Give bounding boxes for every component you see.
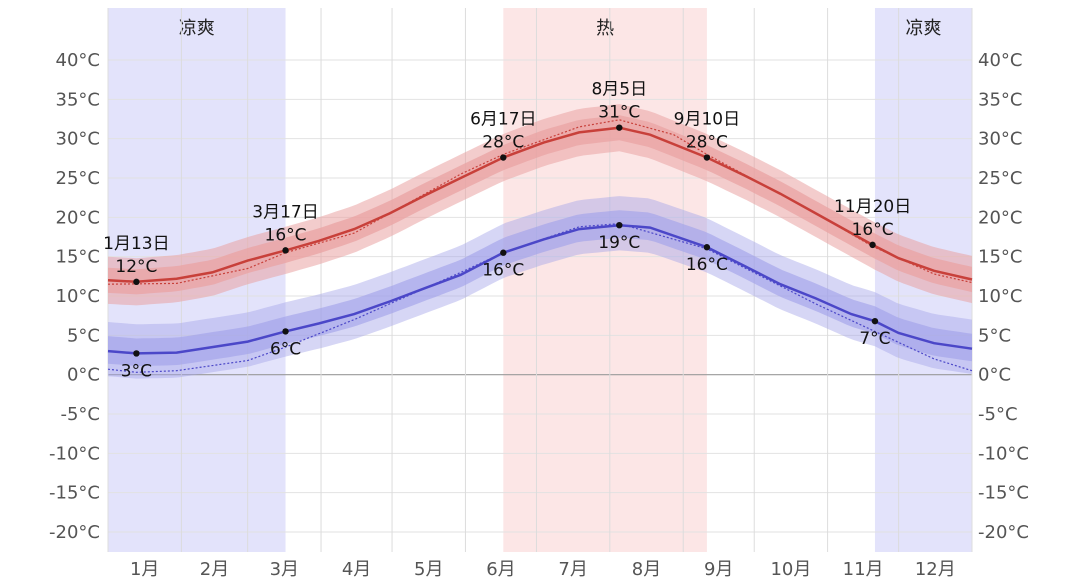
y-tick-left-3: 25°C xyxy=(56,168,100,189)
y-tick-left-5: 15°C xyxy=(56,247,100,268)
range-bands xyxy=(108,104,972,379)
y-tick-left-11: -15°C xyxy=(49,483,100,504)
y-tick-right-6: 10°C xyxy=(978,286,1022,307)
x-tick-2: 3月 xyxy=(270,559,299,580)
y-tick-left-12: -20°C xyxy=(49,522,100,543)
series-lines xyxy=(107,119,973,373)
grid xyxy=(107,8,973,552)
y-tick-right-3: 25°C xyxy=(978,168,1022,189)
x-tick-10: 11月 xyxy=(843,559,884,580)
y-tick-left-0: 40°C xyxy=(56,50,100,71)
y-tick-left-8: 0°C xyxy=(67,365,100,386)
annotation-dot-6 xyxy=(133,350,140,357)
low-line xyxy=(107,223,973,355)
y-axis-right: 40°C 35°C 30°C 25°C 20°C 15°C 10°C 5°C 0°C -5°C -1… xyxy=(978,50,1029,543)
y-tick-right-8: 0°C xyxy=(978,365,1011,386)
y-tick-right-9: -5°C xyxy=(978,404,1018,425)
x-tick-1: 2月 xyxy=(200,559,229,580)
annotation-temp-10: 16°C xyxy=(686,255,728,275)
annotation-date-3: 8月5日 xyxy=(591,80,647,100)
x-tick-3: 4月 xyxy=(342,559,371,580)
annotation-dot-4 xyxy=(703,154,711,161)
high-inner-band xyxy=(108,115,972,295)
annotation-date-1: 3月17日 xyxy=(252,202,318,222)
x-tick-0: 1月 xyxy=(130,559,159,580)
annotation-dot-3 xyxy=(616,124,623,131)
low-inner-band xyxy=(108,210,972,366)
y-tick-right-1: 35°C xyxy=(978,89,1022,110)
annotation-temp-1: 16°C xyxy=(265,225,307,245)
y-tick-right-4: 20°C xyxy=(978,207,1022,228)
y-tick-right-10: -10°C xyxy=(978,443,1029,464)
annotation-dot-7 xyxy=(282,328,289,335)
annotation-dot-11 xyxy=(871,317,879,325)
x-axis: 1月 2月 3月 4月 5月 6月 7月 8月 9月 10月 11月 12月 xyxy=(130,559,956,580)
season-label-0: 凉爽 xyxy=(179,18,215,39)
x-tick-7: 8月 xyxy=(632,559,661,580)
x-tick-5: 6月 xyxy=(486,559,515,580)
annotation-date-5: 11月20日 xyxy=(834,197,911,217)
x-tick-8: 9月 xyxy=(704,559,733,580)
annotation-temp-7: 6°C xyxy=(270,339,301,359)
annotation-dot-10 xyxy=(703,244,711,251)
y-tick-left-9: -5°C xyxy=(60,404,100,425)
annotation-dot-8 xyxy=(500,249,507,256)
annotation-dot-1 xyxy=(282,247,289,254)
y-tick-right-2: 30°C xyxy=(978,129,1022,150)
annotation-dot-9 xyxy=(616,222,623,229)
y-tick-right-11: -15°C xyxy=(978,483,1029,504)
y-tick-right-12: -20°C xyxy=(978,522,1029,543)
annotation-temp-2: 28°C xyxy=(482,133,524,153)
annotation-temp-3: 31°C xyxy=(598,103,640,123)
annotation-date-4: 9月10日 xyxy=(674,110,740,130)
y-tick-right-0: 40°C xyxy=(978,50,1022,71)
y-tick-left-10: -10°C xyxy=(49,443,100,464)
annotation-temp-11: 7°C xyxy=(859,329,890,349)
y-tick-left-2: 30°C xyxy=(56,129,100,150)
annotation-date-0: 1月13日 xyxy=(103,234,169,254)
annotation-temp-5: 16°C xyxy=(852,220,894,240)
y-tick-left-6: 10°C xyxy=(56,286,100,307)
y-tick-right-7: 5°C xyxy=(978,325,1011,346)
x-tick-11: 12月 xyxy=(915,559,956,580)
annotations: 12°C 1月13日 16°C 3月17日 28°C 6月17日 31°C 8月5日 28°C 9… xyxy=(103,80,911,382)
high-outer-band xyxy=(108,104,972,306)
x-tick-4: 5月 xyxy=(414,559,443,580)
annotation-temp-4: 28°C xyxy=(686,133,728,153)
y-tick-left-7: 5°C xyxy=(67,325,100,346)
season-band-1 xyxy=(503,8,707,552)
y-tick-right-5: 15°C xyxy=(978,247,1022,268)
x-tick-9: 10月 xyxy=(770,559,811,580)
annotation-temp-6: 3°C xyxy=(121,361,152,381)
annotation-temp-0: 12°C xyxy=(115,257,157,277)
annotation-dot-0 xyxy=(133,278,140,286)
annotation-dot-5 xyxy=(869,241,876,249)
season-bands: 凉爽 热 凉爽 xyxy=(108,8,972,552)
season-label-1: 热 xyxy=(596,18,614,39)
annotation-date-2: 6月17日 xyxy=(470,110,536,130)
annotation-temp-9: 19°C xyxy=(598,233,640,253)
x-tick-6: 7月 xyxy=(558,559,587,580)
low-dotted-line xyxy=(107,222,973,373)
y-tick-left-4: 20°C xyxy=(56,207,100,228)
annotation-temp-8: 16°C xyxy=(482,261,524,281)
y-axis-left: 40°C 35°C 30°C 25°C 20°C 15°C 10°C 5°C 0°C -5°C -1… xyxy=(49,50,100,543)
annotation-dot-2 xyxy=(500,154,507,161)
high-line xyxy=(107,126,973,284)
y-tick-left-1: 35°C xyxy=(56,89,100,110)
season-label-2: 凉爽 xyxy=(905,18,941,39)
